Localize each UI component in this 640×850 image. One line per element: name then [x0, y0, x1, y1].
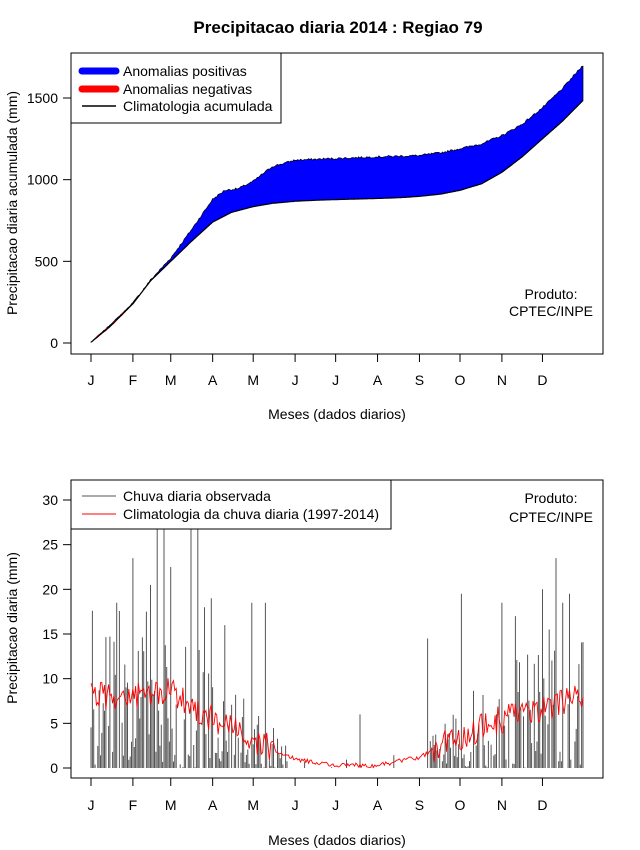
top-y-axis: 0 500 1000 1500 [27, 90, 72, 351]
top-x-tick-label: S [415, 372, 424, 388]
legend-daily-climatology-label: Climatologia da chuva diaria (1997-2014) [123, 506, 379, 522]
legend-positive-label: Anomalias positivas [123, 63, 247, 79]
bottom-x-tick-label: A [373, 797, 383, 813]
bottom-y-axis-label: Precipitacao diaria (mm) [4, 552, 20, 704]
top-x-tick-label: N [497, 372, 507, 388]
bottom-y-tick-label: 25 [42, 537, 58, 553]
top-x-tick-label: A [373, 372, 383, 388]
bottom-x-tick-label: J [88, 797, 95, 813]
top-product-source: CPTEC/INPE [509, 303, 593, 319]
top-legend: Anomalias positivas Anomalias negativas … [70, 52, 282, 124]
bottom-x-tick-label: S [415, 797, 424, 813]
top-x-tick-label: M [247, 372, 259, 388]
bottom-y-tick-label: 10 [42, 671, 58, 687]
top-y-axis-label: Precipitacao diaria acumulada (mm) [4, 91, 20, 315]
legend-observed-label: Chuva diaria observada [123, 488, 271, 504]
bottom-x-tick-label: N [497, 797, 507, 813]
bottom-x-tick-label: D [537, 797, 547, 813]
top-x-tick-label: A [208, 372, 218, 388]
top-y-tick-label: 1000 [27, 172, 58, 188]
top-x-tick-label: J [332, 372, 339, 388]
daily-climatology-line [90, 678, 584, 769]
top-x-tick-label: D [537, 372, 547, 388]
bottom-x-tick-label: O [455, 797, 466, 813]
top-y-tick-label: 0 [50, 335, 58, 351]
bottom-y-tick-label: 5 [50, 715, 58, 731]
legend-climatology-label: Climatologia acumulada [123, 98, 273, 114]
observed-daily-bars [90, 528, 584, 768]
bottom-x-tick-label: J [332, 797, 339, 813]
top-y-tick-label: 1500 [27, 90, 58, 106]
bottom-product-source: CPTEC/INPE [509, 509, 593, 525]
top-x-axis-label: Meses (dados diarios) [268, 406, 406, 422]
top-x-tick-label: F [129, 372, 138, 388]
top-x-tick-label: M [165, 372, 177, 388]
bottom-legend: Chuva diaria observada Climatologia da c… [70, 479, 392, 530]
chart-title: Precipitacao diaria 2014 : Regiao 79 [193, 18, 482, 37]
bottom-x-tick-label: F [129, 797, 138, 813]
legend-negative-label: Anomalias negativas [123, 81, 252, 97]
bottom-x-tick-label: M [247, 797, 259, 813]
top-product-label: Produto: [525, 286, 578, 302]
bottom-x-axis-label: Meses (dados diarios) [268, 832, 406, 848]
top-x-tick-label: J [292, 372, 299, 388]
bottom-y-tick-label: 15 [42, 626, 58, 642]
top-y-tick-label: 500 [35, 253, 59, 269]
bottom-x-tick-label: J [292, 797, 299, 813]
bottom-y-tick-label: 20 [42, 581, 58, 597]
top-x-tick-label: O [455, 372, 466, 388]
bottom-legend-box [70, 479, 392, 530]
bottom-x-tick-label: M [165, 797, 177, 813]
accumulated-climatology-line [90, 100, 584, 343]
bottom-x-tick-label: A [208, 797, 218, 813]
top-x-tick-label: J [88, 372, 95, 388]
bottom-y-tick-label: 30 [42, 492, 58, 508]
bottom-panel: 0 5 10 15 20 25 30 J F M A M J J A S O N D Precipitacao d… [4, 479, 604, 848]
bottom-product-label: Produto: [525, 490, 578, 506]
top-panel: 0 500 1000 1500 J F M A M J J A S O N D Precipitacao d… [4, 52, 604, 422]
bottom-y-tick-label: 0 [50, 760, 58, 776]
bottom-y-axis: 0 5 10 15 20 25 30 [42, 492, 72, 776]
